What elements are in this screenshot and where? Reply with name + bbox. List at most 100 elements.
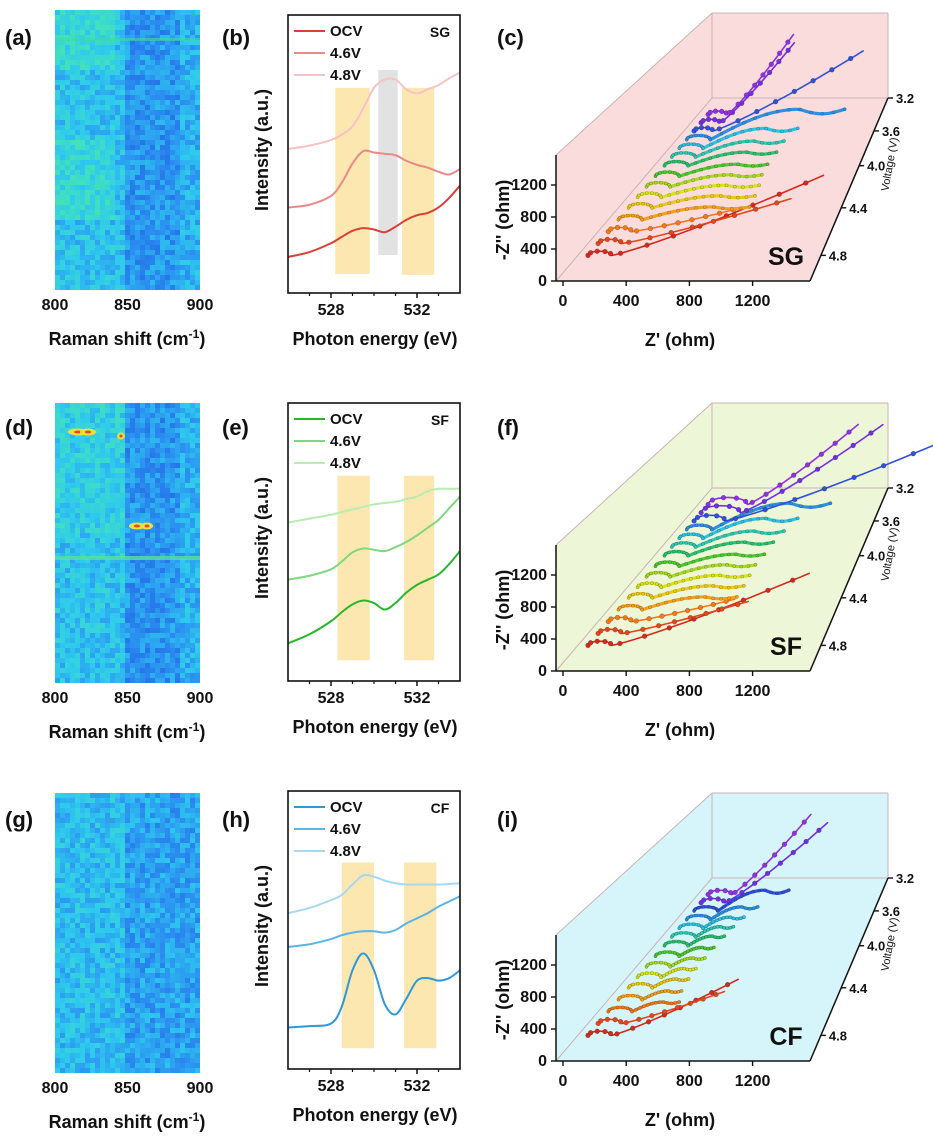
heatmap-cell [170,125,175,130]
heatmap-cell [115,458,120,463]
heatmap-cell [115,558,120,563]
heatmap-cell [120,618,125,623]
heatmap-cell [125,588,130,593]
heatmap-cell [175,65,180,70]
heatmap-cell [140,408,145,413]
eis-data-point [703,595,708,599]
heatmap-cell [170,818,175,823]
heatmap-cell [135,893,140,898]
heatmap-cell [130,200,135,205]
eis-data-point [758,163,763,168]
heatmap-cell [90,813,95,818]
heatmap-cell [185,563,190,568]
heatmap-cell [60,478,65,483]
eis-data-point [772,518,776,523]
heatmap-cell [120,160,125,165]
eis-data-point [756,126,761,131]
heatmap-cell [75,583,80,588]
heatmap-cell [100,15,105,20]
heatmap-cell [190,858,195,863]
heatmap-cell [140,853,145,858]
heatmap-cell [140,518,145,523]
heatmap-cell [130,918,135,923]
heatmap-cell [110,155,115,160]
heatmap-cell [65,643,70,648]
heatmap-cell [140,463,145,468]
heatmap-cell [85,155,90,160]
heatmap-cell [190,280,195,285]
heatmap-cell [60,90,65,95]
heatmap-cell [170,110,175,115]
heatmap-cell [60,638,65,643]
heatmap-cell [170,443,175,448]
heatmap-cell [195,115,200,120]
heatmap-cell [65,215,70,220]
heatmap-cell [190,270,195,275]
eis-data-point [696,575,700,580]
heatmap-cell [140,963,145,968]
heatmap-cell [175,583,180,588]
eis-data-point [631,202,635,207]
heatmap-cell [150,858,155,863]
heatmap-cell [110,130,115,135]
heatmap-cell [175,448,180,453]
heatmap-cell [60,160,65,165]
heatmap-cell [160,678,165,683]
heatmap-cell [175,828,180,833]
eis-data-point [765,162,770,167]
heatmap-cell [90,205,95,210]
heatmap-cell [150,598,155,603]
heatmap-cell [105,180,110,185]
heatmap-cell [165,893,170,898]
eis-data-point [732,522,737,527]
heatmap-cell [150,190,155,195]
heatmap-cell [170,215,175,220]
heatmap-cell [115,40,120,45]
heatmap-cell [180,448,185,453]
heatmap-cell [120,15,125,20]
heatmap-cell [70,798,75,803]
heatmap-cell [75,568,80,573]
heatmap-cell [80,75,85,80]
heatmap-cell [140,938,145,943]
heatmap-cell [130,923,135,928]
heatmap-cell [105,453,110,458]
heatmap-cell [125,215,130,220]
heatmap-cell [120,608,125,613]
heatmap-cell [75,135,80,140]
heatmap-cell [100,918,105,923]
heatmap-cell [195,190,200,195]
heatmap-cell [165,943,170,948]
heatmap-cell [115,648,120,653]
heatmap-cell [190,55,195,60]
heatmap-cell [190,45,195,50]
heatmap-cell [105,458,110,463]
heatmap-cell [105,275,110,280]
eis-data-point [712,554,717,559]
heatmap-cell [165,523,170,528]
heatmap-cell [75,215,80,220]
heatmap-cell [55,110,60,115]
heatmap-cell [180,958,185,963]
heatmap-cell [170,498,175,503]
heatmap-cell [195,195,200,200]
heatmap-cell [130,563,135,568]
heatmap-cell [140,813,145,818]
heatmap-cell [125,280,130,285]
heatmap-cell [120,403,125,408]
heatmap-cell [60,548,65,553]
heatmap-cell [195,280,200,285]
heatmap-cell [80,943,85,948]
heatmap-cell [95,513,100,518]
heatmap-cell [105,658,110,663]
heatmap-cell [60,115,65,120]
heatmap-cell [120,205,125,210]
heatmap-cell [180,115,185,120]
heatmap-cell [165,913,170,918]
heatmap-cell [150,80,155,85]
legend-label: 4.6V [330,45,361,62]
heatmap-cell [95,673,100,678]
heatmap-cell [140,558,145,563]
heatmap-cell [95,190,100,195]
heatmap-cell [135,80,140,85]
